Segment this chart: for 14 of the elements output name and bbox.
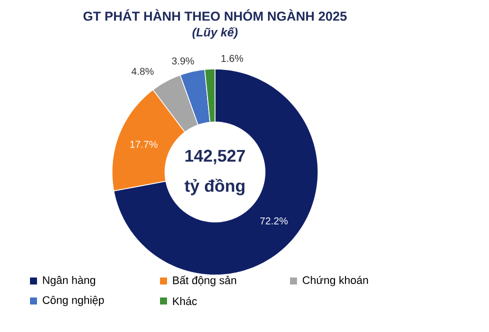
legend-label: Công nghiệp bbox=[42, 296, 104, 306]
text: 142,527 bbox=[185, 150, 245, 164]
data-label: 3.9% bbox=[172, 57, 194, 64]
legend-label: Bất động sản bbox=[173, 276, 236, 286]
legend-label: Khác bbox=[173, 296, 197, 306]
legend-label: Ngân hàng bbox=[43, 276, 96, 286]
data-label: 17.7% bbox=[130, 140, 158, 148]
data-label: 72.2% bbox=[260, 217, 288, 224]
chart-subtitle: (Lũy kế) bbox=[192, 27, 238, 39]
legend-label: Chứng khoán bbox=[302, 276, 368, 286]
data-label: 1.6% bbox=[221, 54, 244, 62]
text: tỷ đồng bbox=[184, 178, 244, 196]
data-label: 4.8% bbox=[132, 68, 154, 75]
chart-title: GT PHÁT HÀNH THEO NHÓM NGÀNH 2025 bbox=[83, 9, 347, 21]
